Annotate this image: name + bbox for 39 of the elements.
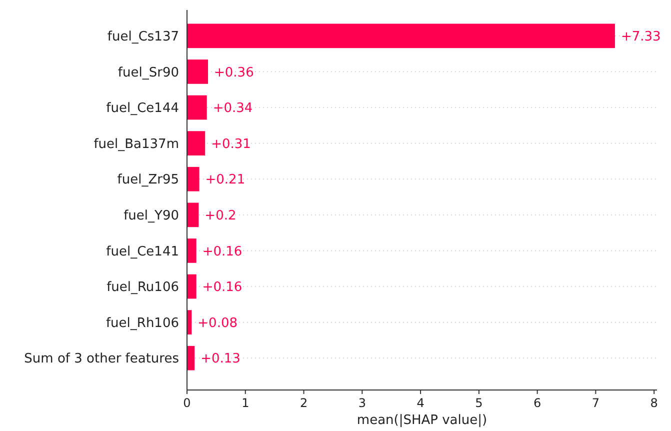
data-label: +0.16 xyxy=(202,244,242,260)
data-label: +0.08 xyxy=(198,316,238,331)
data-label: +0.36 xyxy=(214,65,254,80)
x-tick-label: 0 xyxy=(183,396,191,410)
y-tick-label: fuel_Ru106 xyxy=(106,280,179,296)
x-tick-label: 2 xyxy=(300,396,308,410)
y-tick-label: fuel_Ce144 xyxy=(106,101,179,116)
bar xyxy=(187,238,196,263)
bar xyxy=(187,60,208,84)
x-tick-label: 3 xyxy=(358,396,366,410)
bar xyxy=(187,274,196,299)
bar xyxy=(187,95,207,120)
data-label: +0.2 xyxy=(204,208,236,224)
data-label: +7.33 xyxy=(620,29,661,44)
x-tick-label: 8 xyxy=(650,396,658,410)
y-tick-label: fuel_Ba137m xyxy=(94,136,179,152)
bar xyxy=(187,202,199,228)
y-tick-label: fuel_Cs137 xyxy=(107,29,179,44)
data-label: +0.31 xyxy=(211,136,251,152)
y-tick-label: fuel_Rh106 xyxy=(106,316,179,331)
x-axis-title: mean(|SHAP value|) xyxy=(356,413,488,428)
y-tick-label: fuel_Sr90 xyxy=(118,65,179,80)
y-tick-label: fuel_Zr95 xyxy=(117,172,179,188)
x-tick-label: 7 xyxy=(592,396,600,410)
x-tick-label: 5 xyxy=(475,396,483,410)
y-tick-label: fuel_Y90 xyxy=(124,208,179,224)
y-tick-label: Sum of 3 other features xyxy=(24,352,180,367)
bar xyxy=(187,131,206,156)
bar xyxy=(187,166,200,192)
x-tick-label: 6 xyxy=(533,396,542,410)
x-tick-label: 4 xyxy=(416,396,424,410)
data-label: +0.34 xyxy=(212,101,253,116)
x-tick-label: 1 xyxy=(242,396,250,410)
data-label: +0.13 xyxy=(200,352,240,367)
bar xyxy=(187,24,615,48)
bar xyxy=(187,346,195,370)
data-label: +0.16 xyxy=(202,280,242,296)
y-tick-label: fuel_Ce141 xyxy=(106,244,179,260)
data-label: +0.21 xyxy=(205,172,246,188)
